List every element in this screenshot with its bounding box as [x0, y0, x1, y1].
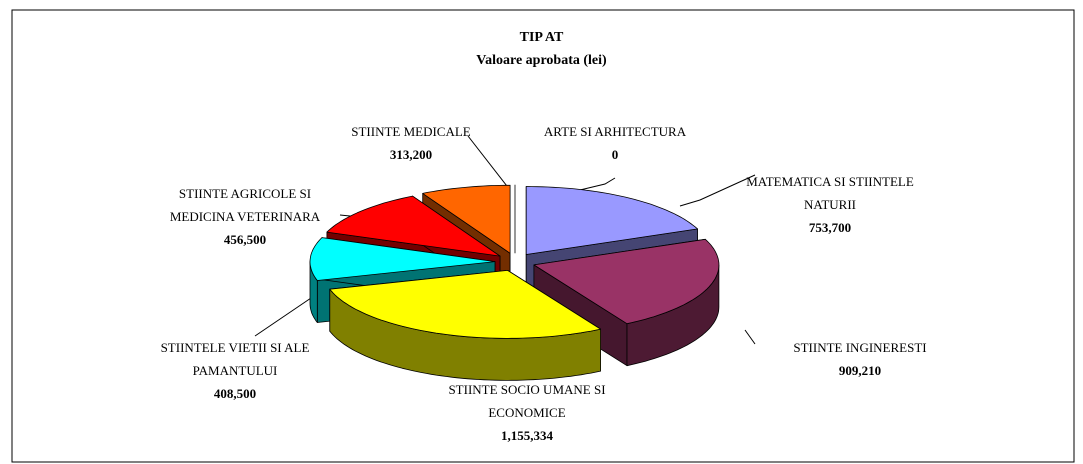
leader-line — [467, 135, 511, 191]
slice-label: MATEMATICA SI STIINTELE NATURII 753,700 — [745, 170, 915, 239]
category-label: MATEMATICA SI STIINTELE NATURII — [746, 174, 914, 212]
slice-label: STIINTE SOCIO UMANE SI ECONOMICE 1,155,33… — [412, 378, 642, 447]
category-label: STIINTE MEDICALE — [351, 124, 471, 139]
leader-line — [744, 329, 756, 345]
category-label: ARTE SI ARHITECTURA — [543, 124, 687, 139]
value-label: 909,210 — [838, 363, 882, 378]
slice — [525, 186, 698, 255]
value-label: 0 — [611, 147, 619, 162]
value-label: 753,700 — [808, 220, 852, 235]
value-label: 408,500 — [213, 386, 257, 401]
slice — [422, 184, 511, 254]
slice-label: STIINTELE VIETII SI ALE PAMANTULUI 408,50… — [140, 336, 330, 405]
category-label: STIINTE INGINERESTI — [793, 340, 927, 355]
slice-label: ARTE SI ARHITECTURA 0 — [505, 120, 725, 166]
slice — [309, 237, 496, 281]
slice — [533, 238, 720, 325]
slice-label: STIINTE INGINERESTI 909,210 — [765, 336, 955, 382]
leader-line — [679, 174, 756, 207]
category-label: STIINTE SOCIO UMANE SI ECONOMICE — [448, 382, 606, 420]
value-label: 456,500 — [223, 232, 267, 247]
slice — [326, 195, 501, 257]
category-label: STIINTE AGRICOLE SI MEDICINA VETERINARA — [169, 186, 321, 224]
slice-label: STIINTE MEDICALE 313,200 — [336, 120, 486, 166]
slice — [329, 270, 601, 339]
category-label: STIINTELE VIETII SI ALE PAMANTULUI — [160, 340, 310, 378]
chart-subtitle: Valoare aprobata (lei) — [476, 53, 607, 68]
value-label: 313,200 — [389, 147, 433, 162]
chart-title: TIP AT — [519, 30, 564, 45]
slice-label: STIINTE AGRICOLE SI MEDICINA VETERINARA 4… — [145, 182, 345, 251]
value-label: 1,155,334 — [501, 428, 553, 443]
leader-line — [579, 177, 616, 191]
